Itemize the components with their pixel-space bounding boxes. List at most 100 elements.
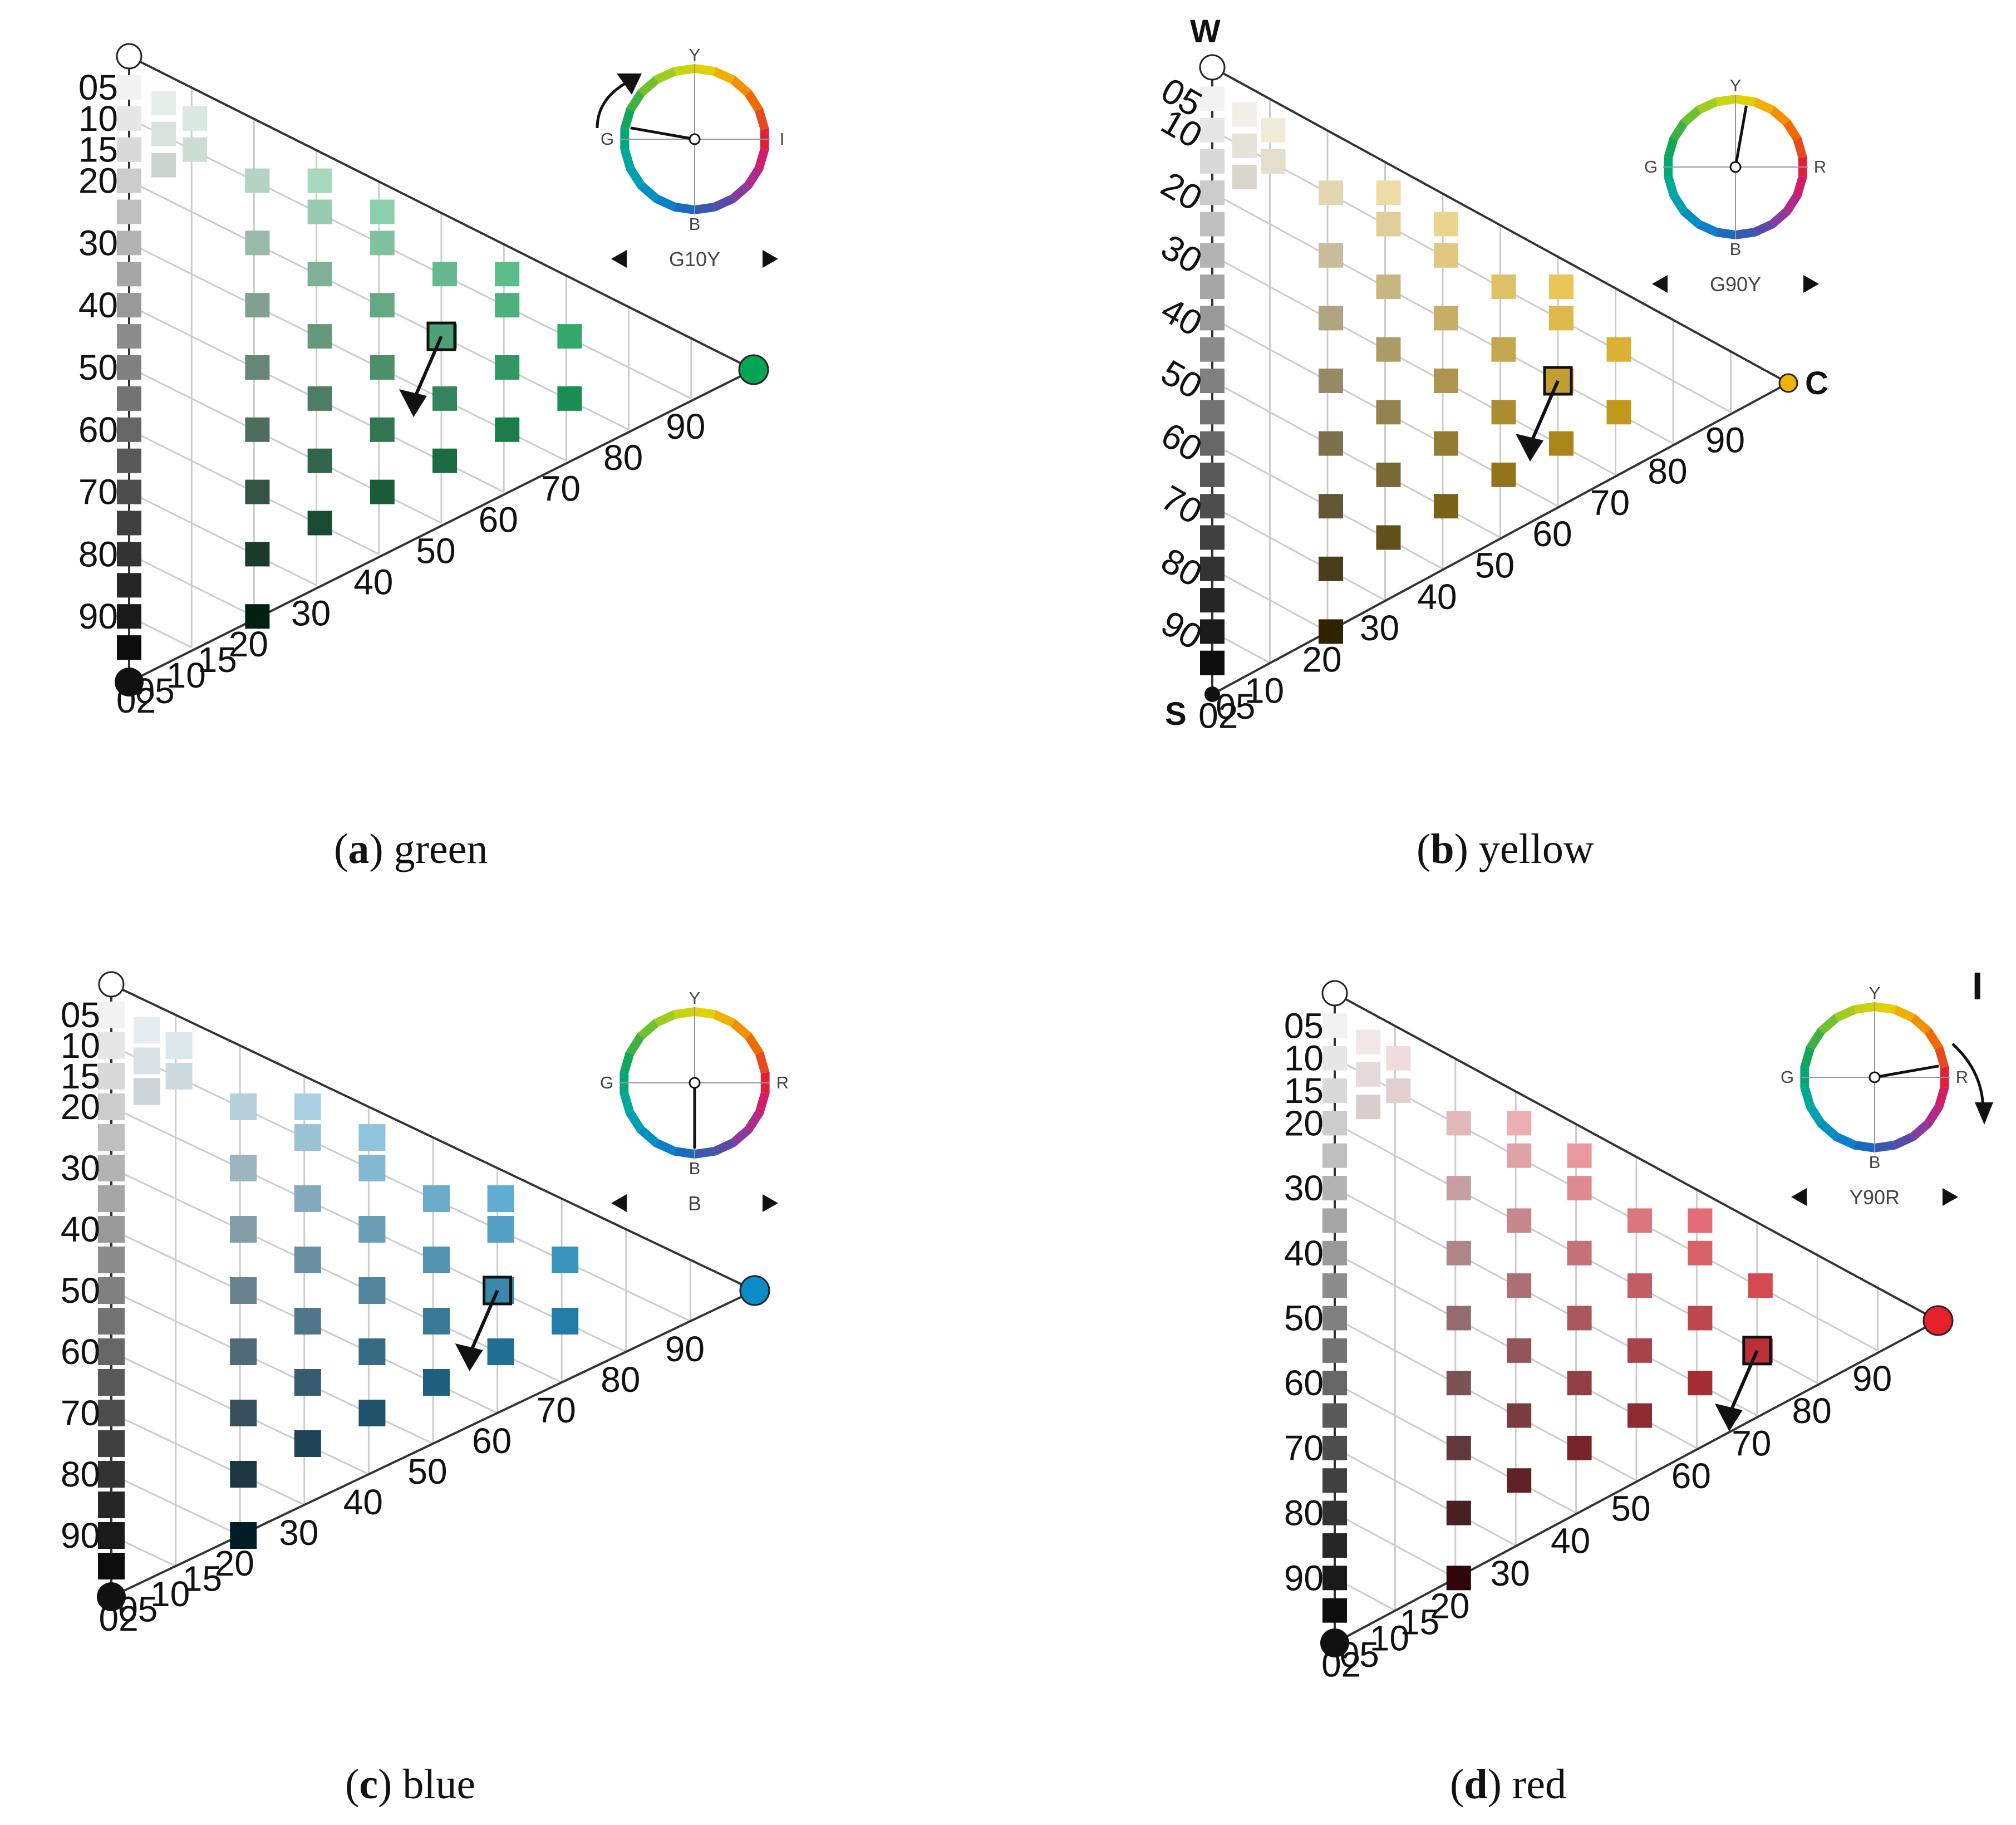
hue-ring-segment [744, 90, 763, 112]
caption-letter: a [348, 826, 369, 872]
arrow-shaft [1728, 1350, 1759, 1416]
color-swatch [230, 1155, 257, 1181]
blackness-tick: 50 [61, 1270, 100, 1311]
color-swatch [307, 386, 332, 411]
color-swatch [358, 1216, 386, 1243]
caption-close-paren: ) [1488, 1761, 1512, 1808]
prev-hue-arrow-icon[interactable] [611, 1194, 627, 1212]
color-swatch [245, 293, 270, 318]
color-swatch [245, 168, 270, 193]
rotate-cw-arrow-icon [1951, 1043, 1985, 1111]
hue-ring-segment [1715, 228, 1735, 239]
hue-ring-segment [1669, 193, 1688, 215]
color-swatch [1606, 400, 1631, 425]
hue-ring-segment [653, 1139, 676, 1156]
color-swatch [1322, 1273, 1347, 1298]
chromaticness-tick: 90 [1705, 420, 1745, 460]
blackness-gridline [129, 491, 317, 586]
shift-arrow [455, 1289, 499, 1371]
color-swatch [1322, 1500, 1347, 1525]
prev-hue-arrow-icon[interactable] [611, 250, 627, 268]
panel-caption: (b) yellow [1417, 826, 1594, 872]
shift-arrow [1714, 1350, 1759, 1431]
color-swatch [1446, 1566, 1471, 1591]
hue-ring-segment [1696, 97, 1718, 114]
next-hue-arrow-icon[interactable] [763, 1194, 778, 1212]
rotate-ccw-arrowhead-icon [617, 73, 642, 95]
blackness-tick: 80 [61, 1454, 100, 1494]
hue-notation-label: G90Y [1710, 273, 1761, 296]
color-swatch [294, 1369, 321, 1396]
hue-ring-segment [619, 1092, 634, 1115]
next-hue-arrow-icon[interactable] [1943, 1188, 1958, 1206]
hue-ring-segment [1769, 106, 1791, 126]
chromaticness-tick: 80 [601, 1360, 640, 1400]
chromaticness-tick: 05 [135, 671, 175, 711]
color-swatch [1319, 306, 1343, 331]
color-swatch [1322, 1208, 1347, 1233]
color-swatch [151, 121, 176, 146]
grid-lines [129, 87, 692, 649]
hue-ring-segment [730, 182, 752, 203]
color-swatch [1688, 1240, 1713, 1265]
wheel-letter-g: G [1644, 157, 1658, 176]
hue-ring-segment [1834, 1005, 1856, 1022]
color-swatch [230, 1338, 257, 1365]
blackness-gridline [111, 1044, 691, 1322]
blackness-tick: 40 [61, 1209, 100, 1249]
caption-close-paren: ) [378, 1761, 402, 1808]
color-swatch [1322, 1533, 1347, 1558]
color-swatch [245, 542, 270, 567]
color-swatch [1688, 1371, 1713, 1396]
color-swatch [1446, 1176, 1471, 1201]
color-swatch [1376, 400, 1401, 425]
chromaticness-tick: 10 [1245, 671, 1284, 711]
wheel-center [689, 1077, 701, 1089]
color-swatch [495, 417, 520, 442]
next-hue-arrow-icon[interactable] [763, 250, 778, 268]
hue-ring-segment [1800, 1046, 1815, 1068]
chromaticness-tick: 20 [1302, 639, 1341, 679]
chromaticness-tick: 80 [1648, 452, 1687, 492]
color-swatch [495, 355, 520, 380]
chromaticness-tick: 30 [279, 1513, 318, 1553]
color-swatch [370, 199, 395, 224]
blackness-tick: 50 [1284, 1298, 1324, 1338]
color-swatch [1549, 306, 1574, 331]
color-swatch [1376, 180, 1401, 205]
next-hue-arrow-icon[interactable] [1803, 275, 1819, 293]
caption-open-paren: ( [345, 1761, 359, 1808]
color-swatch [1322, 1013, 1347, 1038]
color-swatch [117, 355, 141, 380]
hue-ring-segment [730, 76, 752, 96]
blackness-tick: 20 [1284, 1103, 1324, 1143]
color-swatch [1434, 243, 1458, 268]
prev-hue-arrow-icon[interactable] [1652, 275, 1668, 293]
color-swatch [1322, 1566, 1347, 1591]
hue-ring-segment [637, 1019, 659, 1039]
prev-hue-arrow-icon[interactable] [1791, 1188, 1807, 1206]
blackness-tick: 70 [78, 472, 118, 512]
color-swatch [1200, 149, 1225, 174]
color-swatch [1319, 619, 1343, 644]
hue-ring-segment [620, 148, 635, 171]
chromaticness-tick: 90 [666, 406, 705, 447]
color-swatch [1507, 1208, 1532, 1233]
color-swatch [487, 1338, 514, 1365]
hue-wheel: Y G R BB [600, 988, 789, 1215]
panel-b: WCS0510203040506070809002051020304050607… [1154, 13, 1828, 872]
chromaticness-tick: 70 [1732, 1424, 1771, 1464]
hue-ring-segment [1715, 95, 1735, 106]
color-swatch [1567, 1176, 1592, 1201]
color-swatch [1200, 337, 1225, 362]
color-swatch [245, 417, 270, 442]
color-swatch [1200, 650, 1225, 675]
hue-ring-segment [637, 1126, 659, 1147]
black-corner-dot [115, 668, 144, 696]
color-swatch [98, 1216, 125, 1243]
color-swatch [495, 293, 520, 318]
wheel-letter-r: I [780, 129, 785, 149]
color-swatch [1491, 337, 1516, 362]
rotate-cw-arrowhead-icon [1975, 1102, 1993, 1125]
panel-caption: (a) green [334, 826, 488, 872]
